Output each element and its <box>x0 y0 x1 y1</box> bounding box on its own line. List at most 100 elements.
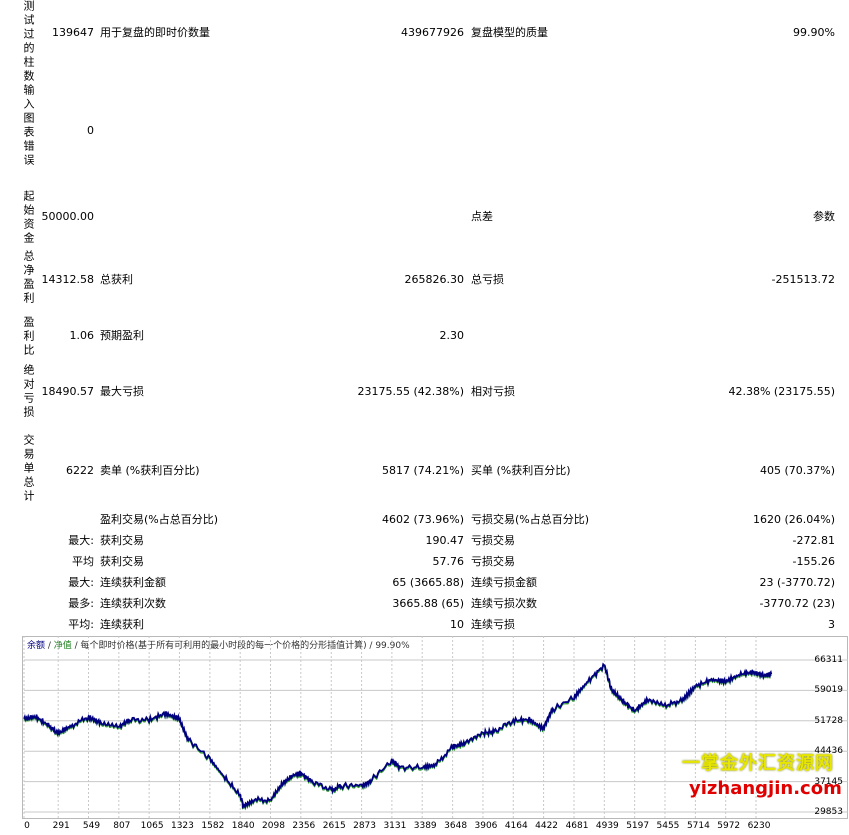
label-total-trades: 交易单总计 <box>22 434 35 504</box>
y-tick-label: 44436 <box>814 746 843 757</box>
value-max-consec-wins: 3665.88 (65) <box>392 597 464 610</box>
value-max-consec-profit: 65 (3665.88) <box>392 576 464 589</box>
value-total-trades: 6222 <box>66 464 94 477</box>
x-tick-label: 2356 <box>292 821 316 831</box>
x-tick-label: 2873 <box>353 821 377 831</box>
value-largest-profit: 190.47 <box>425 534 465 547</box>
x-tick-label: 2098 <box>262 821 285 831</box>
key-max-consec-loss: 连续亏损金额 <box>471 576 537 589</box>
value-long-positions: 405 (70.37%) <box>759 464 835 477</box>
value-input-errors: 0 <box>87 124 94 137</box>
x-tick-label: 549 <box>82 821 101 831</box>
x-tick-label: 3389 <box>413 821 437 831</box>
y-tick-label: 59019 <box>814 685 843 696</box>
watermark-url: yizhangjin.com <box>689 778 842 799</box>
x-tick-label: 5197 <box>626 821 650 831</box>
key-largest-loss: 亏损交易 <box>471 534 515 547</box>
series-equity-line <box>23 664 772 811</box>
value-max-consec-loss: 23 (-3770.72) <box>759 576 835 589</box>
x-tick-label: 3906 <box>474 821 498 831</box>
key-short-positions: 卖单 (%获利百分比) <box>100 464 200 477</box>
value-profit-trades: 4602 (73.96%) <box>381 513 464 526</box>
value-profit-factor: 1.06 <box>69 329 95 342</box>
key-max-consec-profit: 连续获利金额 <box>100 576 166 589</box>
value-modelling-quality: 99.90% <box>793 26 835 39</box>
value-bars-tested: 139647 <box>52 26 94 39</box>
value-net-profit: 14312.58 <box>41 273 95 286</box>
value-abs-drawdown: 18490.57 <box>41 385 95 398</box>
series-balance-line <box>23 662 773 811</box>
y-tick-label: 66311 <box>814 655 843 665</box>
x-tick-label: 291 <box>52 821 70 831</box>
y-tick-label: 51728 <box>814 715 843 726</box>
prefix-avg-2: 平均: <box>68 618 94 631</box>
x-tick-label: 6230 <box>747 821 771 831</box>
value-loss-trades: 1620 (26.04%) <box>752 513 835 526</box>
prefix-avg-1: 平均 <box>72 555 94 568</box>
x-tick-label: 5455 <box>656 821 680 831</box>
y-tick-label: 29853 <box>814 807 843 817</box>
key-avg-consec-losses: 连续亏损 <box>471 618 515 631</box>
label-initial-deposit: 起始资金 <box>22 190 35 246</box>
x-tick-label: 5972 <box>717 821 741 831</box>
key-ticks-modelled: 用于复盘的即时价数量 <box>100 26 210 39</box>
key-gross-profit: 总获利 <box>100 273 133 286</box>
x-tick-label: 4422 <box>535 821 559 831</box>
prefix-max-2: 最大: <box>68 576 94 589</box>
key-gross-loss: 总亏损 <box>471 273 504 286</box>
value-largest-loss: -272.81 <box>792 534 835 547</box>
key-max-consec-wins: 连续获利次数 <box>100 597 166 610</box>
x-tick-label: 0 <box>24 821 30 831</box>
x-tick-label: 5714 <box>686 821 710 831</box>
label-abs-drawdown: 绝对亏损 <box>22 364 35 420</box>
x-tick-label: 3131 <box>383 821 407 831</box>
chart-title: 余额 / 净值 / 每个即时价格(基于所有可利用的最小时段的每一个价格的分形插值… <box>27 641 410 652</box>
value-gross-loss: -251513.72 <box>771 273 835 286</box>
legend-separator: / <box>45 641 54 651</box>
value-max-drawdown: 23175.55 (42.38%) <box>357 385 464 398</box>
x-tick-label: 807 <box>113 821 131 831</box>
value-short-positions: 5817 (74.21%) <box>381 464 464 477</box>
x-tick-label: 2615 <box>322 821 346 831</box>
key-spread: 点差 <box>471 210 493 223</box>
chart-plot <box>23 636 848 819</box>
label-bars-tested: 测试过的柱数 <box>22 0 35 84</box>
value-average-profit: 57.76 <box>432 555 465 568</box>
label-net-profit: 总净盈利 <box>22 250 35 306</box>
label-profit-factor: 盈利比 <box>22 316 35 358</box>
key-loss-trades: 亏损交易(%占总百分比) <box>471 513 590 526</box>
value-relative-drawdown: 42.38% (23175.55) <box>728 385 835 398</box>
value-avg-consec-wins: 10 <box>450 618 464 631</box>
x-tick-label: 4939 <box>595 821 619 831</box>
value-avg-consec-losses: 3 <box>828 618 835 631</box>
value-initial-deposit: 50000.00 <box>41 210 95 223</box>
x-tick-label: 4681 <box>565 821 589 831</box>
legend-description: / 每个即时价格(基于所有可利用的最小时段的每一个价格的分形插值计算) / 99… <box>71 641 410 651</box>
x-tick-label: 3648 <box>444 821 468 831</box>
value-parameters: 参数 <box>813 210 835 223</box>
key-avg-consec-wins: 连续获利 <box>100 618 144 631</box>
legend-balance: 余额 <box>27 641 46 651</box>
key-profit-trades: 盈利交易(%占总百分比) <box>100 513 219 526</box>
y-tick-label: 37145 <box>814 776 843 787</box>
prefix-max-1: 最大: <box>68 534 94 547</box>
legend-equity: 净值 <box>53 641 72 651</box>
x-tick-label: 4164 <box>504 821 528 831</box>
key-max-drawdown: 最大亏损 <box>100 385 144 398</box>
value-gross-profit: 265826.30 <box>404 273 465 286</box>
prefix-most: 最多: <box>68 597 94 610</box>
key-expected-payoff: 预期盈利 <box>100 329 144 342</box>
value-max-consec-losses: -3770.72 (23) <box>759 597 835 610</box>
x-tick-label: 1840 <box>231 821 255 831</box>
key-average-profit: 获利交易 <box>100 555 144 568</box>
key-modelling-quality: 复盘模型的质量 <box>471 26 548 39</box>
key-largest-profit: 获利交易 <box>100 534 144 547</box>
x-tick-label: 1323 <box>170 821 194 831</box>
value-average-loss: -155.26 <box>792 555 835 568</box>
key-long-positions: 买单 (%获利百分比) <box>471 464 571 477</box>
key-relative-drawdown: 相对亏损 <box>471 385 515 398</box>
key-max-consec-losses: 连续亏损次数 <box>471 597 537 610</box>
x-tick-label: 1065 <box>140 821 164 831</box>
value-expected-payoff: 2.30 <box>439 329 465 342</box>
balance-chart: 余额 / 净值 / 每个即时价格(基于所有可利用的最小时段的每一个价格的分形插值… <box>22 636 848 819</box>
